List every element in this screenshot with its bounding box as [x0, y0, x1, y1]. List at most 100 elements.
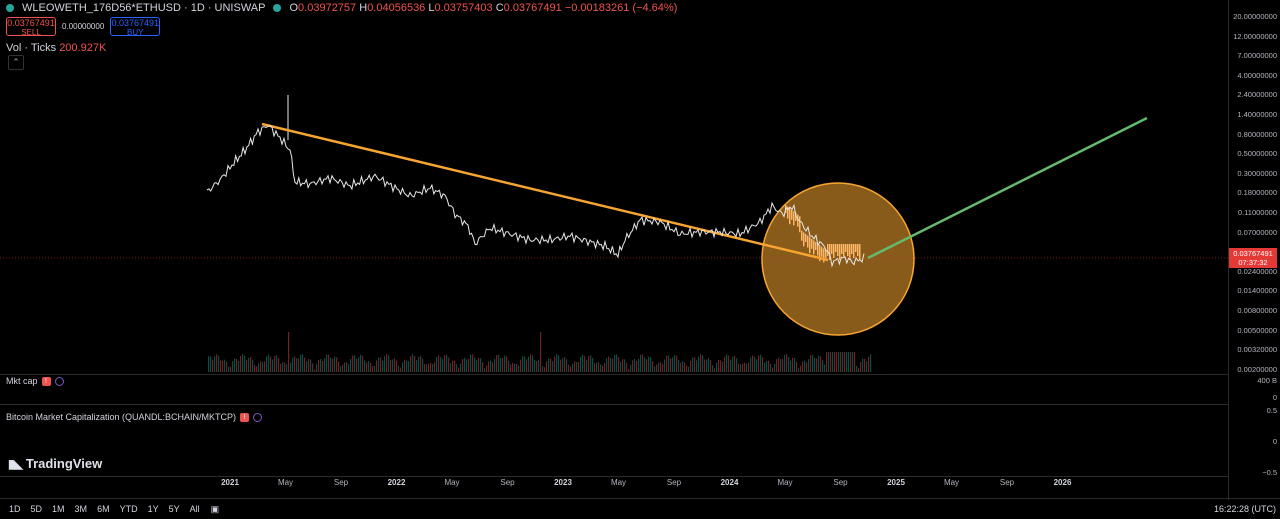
clock[interactable]: 16:22:28 (UTC) — [1213, 504, 1276, 514]
volume-bar — [506, 356, 508, 372]
volume-bar — [280, 363, 282, 372]
warning-icon[interactable]: ! — [240, 412, 250, 422]
volume-bar — [572, 363, 574, 372]
volume-bar — [376, 360, 378, 372]
volume-bar — [566, 359, 568, 372]
time-axis-tick: Sep — [666, 478, 682, 487]
range-button-all[interactable]: All — [189, 504, 200, 514]
volume-bar — [546, 361, 548, 372]
range-button-ytd[interactable]: YTD — [119, 504, 138, 514]
volume-bar — [408, 361, 410, 372]
time-axis-tick: 2021 — [221, 478, 239, 487]
tradingview-logo[interactable]: ▮◣ TradingView — [8, 456, 103, 471]
volume-bar — [636, 360, 638, 372]
settings-icon[interactable] — [54, 376, 64, 386]
volume-bar — [336, 357, 338, 372]
sell-button[interactable]: 0.03767491 SELL — [6, 17, 56, 37]
buy-button[interactable]: 0.03767491 BUY — [110, 17, 161, 37]
volume-bar — [788, 356, 790, 372]
chevron-up-icon[interactable]: ⌃ — [8, 55, 24, 70]
volume-bar — [818, 355, 820, 372]
symbol-legend: WLEOWETH_176D56*ETHUSD · 1D · UNISWAP O0… — [6, 2, 677, 14]
volume-bar — [258, 363, 260, 372]
volume-bar — [346, 362, 348, 372]
volume-bar — [238, 360, 240, 372]
volume-bar — [214, 356, 216, 372]
volume-bar — [260, 361, 262, 372]
volume-bar — [240, 356, 242, 372]
volume-bar — [420, 356, 422, 372]
volume-bar — [384, 356, 386, 372]
pane-separator[interactable] — [0, 374, 1228, 375]
volume-bar — [302, 354, 304, 372]
price-chart[interactable] — [0, 0, 1228, 500]
volume-bar — [534, 359, 536, 372]
price-axis-tick: 7.00000000 — [1237, 51, 1277, 61]
volume-bar — [586, 359, 588, 372]
range-button-6m[interactable]: 6M — [97, 504, 110, 514]
time-axis-tick: Sep — [833, 478, 848, 487]
trade-buttons: 0.03767491 SELL 0.00000000 0.03767491 BUY — [6, 17, 161, 37]
volume-bar — [404, 359, 406, 372]
volume-bar — [570, 366, 572, 372]
volume-bar — [678, 359, 680, 372]
pane-separator[interactable] — [0, 404, 1228, 405]
volume-bar — [692, 357, 694, 372]
volume-bar — [500, 357, 502, 372]
volume-bar — [694, 357, 696, 372]
volume-bar — [708, 358, 710, 372]
volume-legend[interactable]: Vol · Ticks 200.927K — [6, 42, 107, 54]
volume-bar — [674, 354, 676, 372]
volume-bar — [688, 366, 690, 372]
volume-bar — [498, 354, 500, 372]
range-button-1m[interactable]: 1M — [52, 504, 65, 514]
volume-bar — [340, 366, 342, 372]
volume-bar — [596, 362, 598, 372]
volume-bar — [722, 361, 724, 372]
mktcap-pane-label[interactable]: Mkt cap ! — [6, 376, 64, 386]
volume-bar — [784, 354, 786, 372]
volume-bar — [418, 356, 420, 372]
volume-bar — [664, 359, 666, 372]
volume-bar — [424, 364, 426, 372]
range-button-1d[interactable]: 1D — [9, 504, 21, 514]
volume-bar — [412, 354, 414, 372]
range-button-5y[interactable]: 5Y — [168, 504, 180, 514]
volume-bar — [524, 356, 526, 372]
volume-bar — [668, 355, 670, 372]
volume-bar — [808, 359, 810, 372]
symbol-title[interactable]: WLEOWETH_176D56*ETHUSD · 1D · UNISWAP — [22, 2, 266, 14]
volume-bar — [656, 364, 658, 372]
range-button-1y[interactable]: 1Y — [147, 504, 159, 514]
volume-bar — [298, 358, 300, 372]
volume-bar — [646, 359, 648, 372]
range-button-3m[interactable]: 3M — [74, 504, 88, 514]
volume-bar — [244, 355, 246, 372]
volume-bar — [224, 359, 226, 372]
volume-bar — [480, 358, 482, 372]
volume-bar — [218, 355, 220, 372]
warning-icon[interactable]: ! — [41, 376, 51, 386]
range-button-5d[interactable]: 5D — [30, 504, 43, 514]
volume-bar — [356, 358, 358, 372]
price-axis-tick: 0.30000000 — [1237, 168, 1277, 178]
volume-bar — [352, 355, 354, 372]
volume-bar — [790, 360, 792, 372]
time-axis[interactable]: 2021 May Sep 2022 May Sep 2023 May Sep 2024 May Sep… — [0, 478, 1228, 492]
volume-bar — [770, 363, 772, 372]
volume-bar — [812, 354, 814, 372]
time-axis-tick: Sep — [333, 478, 349, 487]
volume-bar — [746, 363, 748, 372]
calendar-goto-icon[interactable]: ▣ — [210, 503, 220, 514]
btc-axis-tick: −0.5 — [1262, 468, 1277, 477]
volume-bar — [720, 360, 722, 372]
volume-bar — [494, 358, 496, 372]
volume-bar — [774, 364, 776, 372]
volume-bar — [564, 357, 566, 372]
volume-bar — [648, 356, 650, 372]
volume-bar — [612, 358, 614, 372]
btc-pane-label[interactable]: Bitcoin Market Capitalization (QUANDL:BC… — [6, 412, 263, 422]
volume-bar — [640, 354, 642, 372]
volume-bar — [650, 357, 652, 372]
settings-icon[interactable] — [253, 412, 263, 422]
